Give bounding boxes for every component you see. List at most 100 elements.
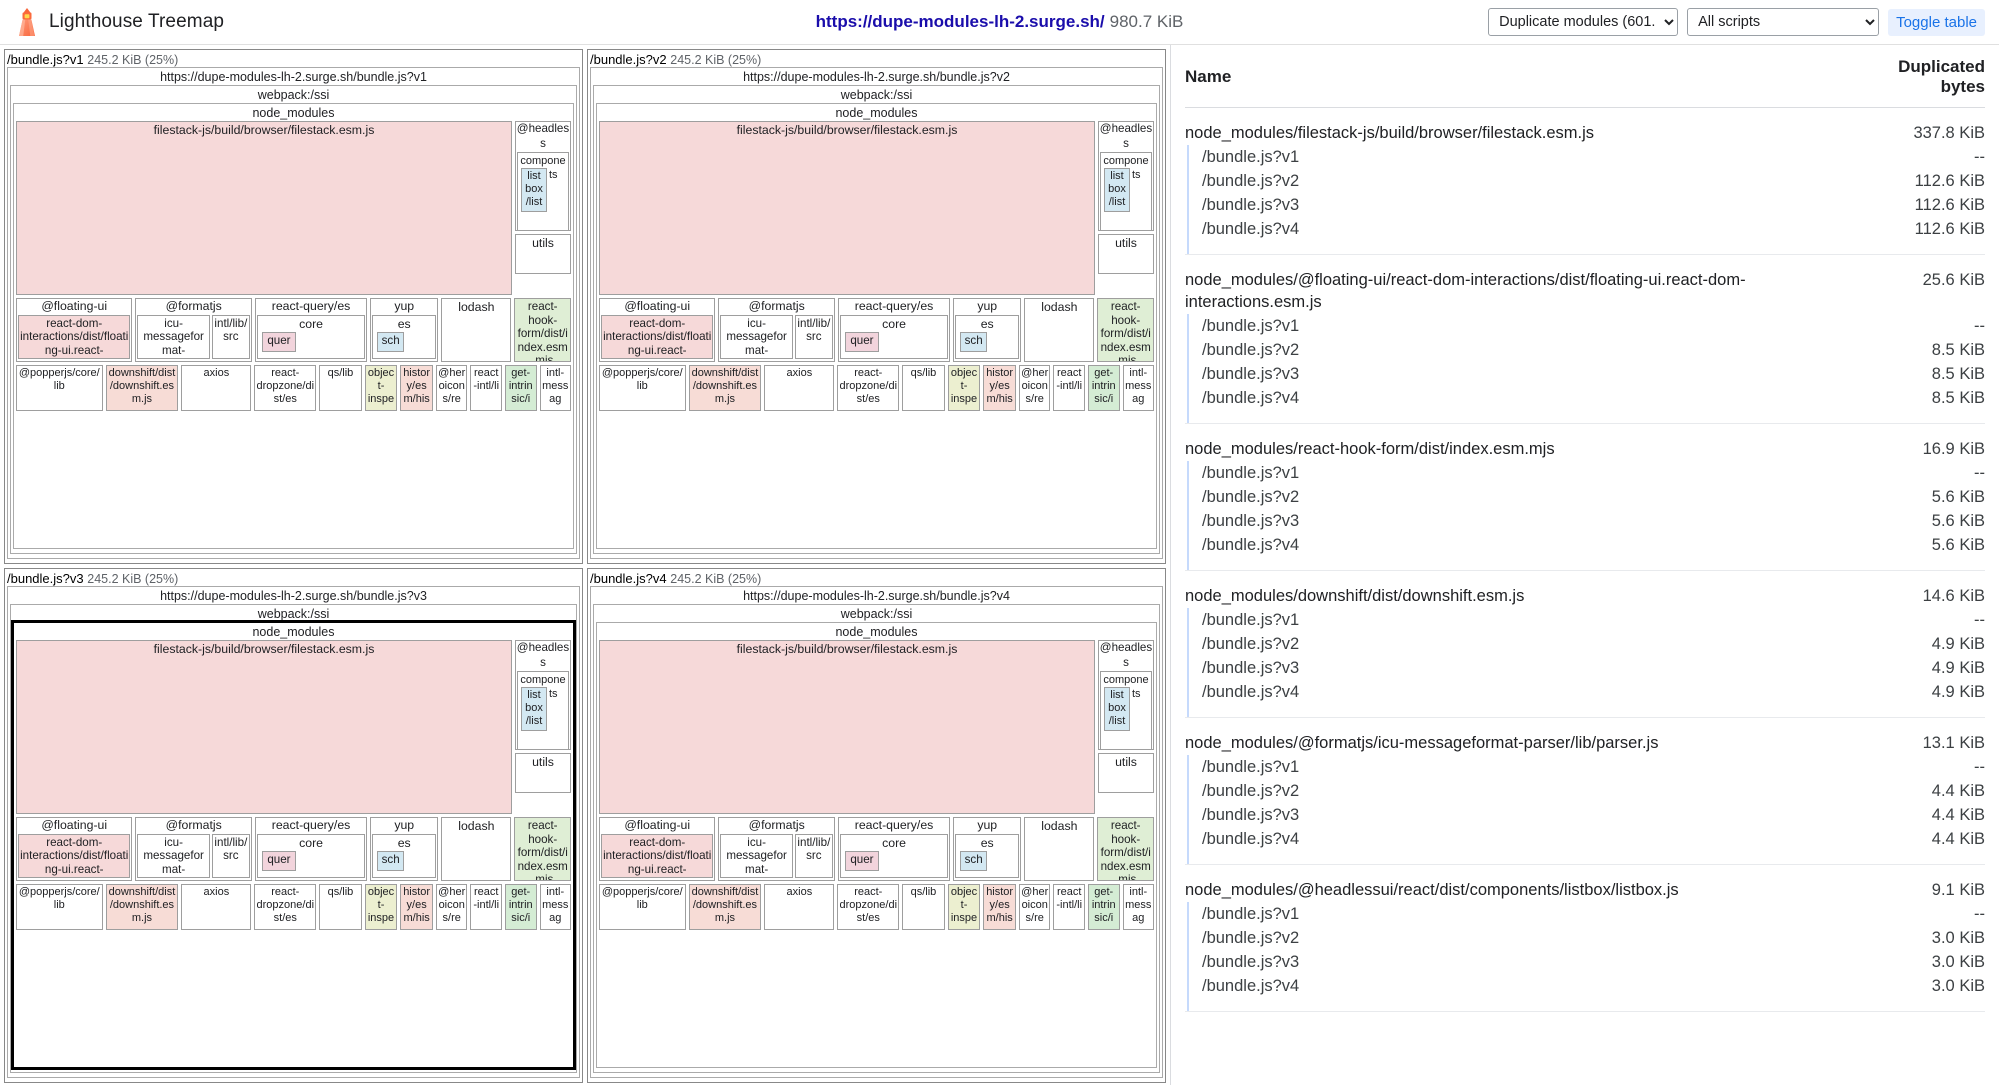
treemap-bundle-v4[interactable]: /bundle.js?v4 245.2 KiB (25%) https://du…	[587, 568, 1166, 1083]
package-react-dropzone[interactable]: react-dropzone/dist/es	[837, 365, 900, 411]
table-row[interactable]: /bundle.js?v2 112.6 KiB	[1185, 169, 1985, 193]
table-row[interactable]: /bundle.js?v4 4.4 KiB	[1185, 827, 1985, 865]
treemap-bundle-v2[interactable]: /bundle.js?v2 245.2 KiB (25%) https://du…	[587, 49, 1166, 564]
package-qs[interactable]: qs/lib	[319, 365, 362, 411]
package-lodash[interactable]: lodash	[1024, 817, 1095, 881]
package-react-dropzone[interactable]: react-dropzone/dist/es	[254, 884, 317, 930]
table-row-group[interactable]: node_modules/filestack-js/build/browser/…	[1185, 108, 1985, 146]
bundle-v4-node-modules[interactable]: node_modules filestack-js/build/browser/…	[596, 622, 1157, 1068]
bundle-v1-url-node[interactable]: https://dupe-modules-lh-2.surge.sh/bundl…	[7, 67, 580, 559]
package-react-intl[interactable]: react-intl/li	[470, 365, 502, 411]
module-react-hook-form[interactable]: react-hook-form/dist/index.esm.mjs	[514, 817, 571, 881]
module-listbox[interactable]: list box /list	[521, 168, 547, 212]
table-row[interactable]: /bundle.js?v1 --	[1185, 902, 1985, 926]
package-heroicons[interactable]: @heroicons/re	[1018, 884, 1051, 930]
module-floating-ui-react-dom[interactable]: react-dom-interactions/dist/floating-ui.…	[601, 833, 714, 878]
bundle-v3-node-modules[interactable]: node_modules filestack-js/build/browser/…	[11, 620, 576, 1070]
table-row[interactable]: /bundle.js?v4 112.6 KiB	[1185, 217, 1985, 255]
table-row[interactable]: /bundle.js?v4 4.9 KiB	[1185, 680, 1985, 718]
package-headlessui[interactable]: @headless compone list box /list	[1098, 640, 1154, 750]
col-header-duplicated-bytes[interactable]: Duplicated bytes	[1850, 51, 1985, 108]
treemap-pane[interactable]: /bundle.js?v1 245.2 KiB (25%) https://du…	[0, 45, 1171, 1085]
module-query-core[interactable]: quer	[844, 331, 879, 352]
headlessui-components[interactable]: compone list box /list ts	[1100, 671, 1152, 749]
duplicate-modules-table-pane[interactable]: Name Duplicated bytes node_modules/files…	[1171, 45, 1999, 1085]
module-downshift[interactable]: downshift/dist/downshift.esm.js	[688, 365, 762, 411]
module-query-core[interactable]: quer	[261, 331, 296, 352]
bundle-v2-node-modules[interactable]: node_modules filestack-js/build/browser/…	[596, 103, 1157, 549]
module-icu-messageformat[interactable]: icu-messageformat-parser/lib	[720, 833, 793, 878]
package-axios[interactable]: axios	[181, 884, 252, 930]
module-filestack[interactable]: filestack-js/build/browser/filestack.esm…	[599, 640, 1095, 814]
table-row[interactable]: /bundle.js?v2 3.0 KiB	[1185, 926, 1985, 950]
react-query-core[interactable]: core quer	[839, 833, 949, 878]
package-react-intl[interactable]: react-intl/li	[470, 884, 502, 930]
table-row[interactable]: /bundle.js?v3 4.9 KiB	[1185, 656, 1985, 680]
package-utils[interactable]: utils	[1098, 234, 1154, 274]
package-formatjs[interactable]: @formatjs icu-messageformat-parser/lib i…	[718, 817, 835, 881]
react-query-core[interactable]: core quer	[256, 833, 366, 878]
headlessui-components[interactable]: compone list box /list ts	[517, 152, 569, 230]
script-selector[interactable]: All scripts	[1687, 8, 1880, 36]
package-popperjs[interactable]: @popperjs/core/lib	[16, 365, 103, 411]
module-react-hook-form[interactable]: react-hook-form/dist/index.esm.mjs	[1097, 298, 1154, 362]
package-axios[interactable]: axios	[181, 365, 252, 411]
package-floating-ui[interactable]: @floating-ui react-dom-interactions/dist…	[599, 298, 716, 362]
table-row[interactable]: /bundle.js?v3 4.4 KiB	[1185, 803, 1985, 827]
module-filestack[interactable]: filestack-js/build/browser/filestack.esm…	[599, 121, 1095, 295]
module-yup-schema[interactable]: sch	[377, 850, 405, 871]
module-yup-schema[interactable]: sch	[960, 331, 988, 352]
table-row[interactable]: /bundle.js?v2 4.4 KiB	[1185, 779, 1985, 803]
package-react-intl[interactable]: react-intl/li	[1053, 365, 1085, 411]
package-utils[interactable]: utils	[1098, 753, 1154, 793]
package-popperjs[interactable]: @popperjs/core/lib	[599, 365, 686, 411]
table-row[interactable]: /bundle.js?v4 5.6 KiB	[1185, 533, 1985, 571]
table-row[interactable]: /bundle.js?v4 3.0 KiB	[1185, 974, 1985, 1012]
module-object-inspect[interactable]: object-inspe	[364, 884, 398, 930]
table-row-group[interactable]: node_modules/react-hook-form/dist/index.…	[1185, 424, 1985, 462]
module-react-hook-form[interactable]: react-hook-form/dist/index.esm.mjs	[514, 298, 571, 362]
package-utils[interactable]: utils	[515, 753, 571, 793]
module-intl-messageformat[interactable]: intl-messag	[539, 365, 572, 411]
module-query-core[interactable]: quer	[261, 850, 296, 871]
yup-es[interactable]: es sch	[372, 833, 437, 878]
bundle-v3-webpack-node[interactable]: webpack:/ssi node_modules filestack-js/b…	[10, 604, 577, 1073]
package-lodash[interactable]: lodash	[441, 298, 512, 362]
module-downshift[interactable]: downshift/dist/downshift.esm.js	[105, 365, 179, 411]
module-floating-ui-react-dom[interactable]: react-dom-interactions/dist/floating-ui.…	[18, 314, 131, 359]
package-react-query[interactable]: react-query/es core quer	[254, 817, 368, 881]
module-react-hook-form[interactable]: react-hook-form/dist/index.esm.mjs	[1097, 817, 1154, 881]
package-react-intl[interactable]: react-intl/li	[1053, 884, 1085, 930]
module-listbox[interactable]: list box /list	[521, 687, 547, 731]
table-row[interactable]: /bundle.js?v1 --	[1185, 755, 1985, 779]
table-row[interactable]: /bundle.js?v2 8.5 KiB	[1185, 338, 1985, 362]
module-floating-ui-react-dom[interactable]: react-dom-interactions/dist/floating-ui.…	[601, 314, 714, 359]
bundle-v3-url-node[interactable]: https://dupe-modules-lh-2.surge.sh/bundl…	[7, 586, 580, 1078]
module-object-inspect[interactable]: object-inspe	[364, 365, 398, 411]
table-row[interactable]: /bundle.js?v1 --	[1185, 314, 1985, 338]
react-query-core[interactable]: core quer	[256, 314, 366, 359]
yup-es[interactable]: es sch	[955, 833, 1020, 878]
module-history[interactable]: history/esm/his	[400, 365, 433, 411]
package-headlessui[interactable]: @headless compone list box /list	[515, 121, 571, 231]
module-history[interactable]: history/esm/his	[983, 365, 1016, 411]
bundle-v4-webpack-node[interactable]: webpack:/ssi node_modules filestack-js/b…	[593, 604, 1160, 1073]
table-row[interactable]: /bundle.js?v4 8.5 KiB	[1185, 386, 1985, 424]
module-icu-messageformat[interactable]: icu-messageformat-parser/lib	[720, 314, 793, 359]
package-formatjs[interactable]: @formatjs icu-messageformat-parser/lib i…	[135, 298, 252, 362]
module-downshift[interactable]: downshift/dist/downshift.esm.js	[688, 884, 762, 930]
module-intl-lib-src[interactable]: intl/lib/src	[211, 833, 250, 878]
package-heroicons[interactable]: @heroicons/re	[435, 365, 468, 411]
package-lodash[interactable]: lodash	[1024, 298, 1095, 362]
table-row-group[interactable]: node_modules/@headlessui/react/dist/comp…	[1185, 865, 1985, 903]
yup-es[interactable]: es sch	[372, 314, 437, 359]
package-lodash[interactable]: lodash	[441, 817, 512, 881]
page-url-link[interactable]: https://dupe-modules-lh-2.surge.sh/	[815, 12, 1105, 31]
bundle-selector[interactable]: Duplicate modules (601.6 KiB)	[1488, 8, 1679, 36]
package-headlessui[interactable]: @headless compone list box /list	[515, 640, 571, 750]
package-yup[interactable]: yup es sch	[953, 817, 1022, 881]
table-row[interactable]: /bundle.js?v1 --	[1185, 461, 1985, 485]
table-row[interactable]: /bundle.js?v2 5.6 KiB	[1185, 485, 1985, 509]
package-floating-ui[interactable]: @floating-ui react-dom-interactions/dist…	[599, 817, 716, 881]
table-row-group[interactable]: node_modules/@floating-ui/react-dom-inte…	[1185, 255, 1985, 315]
